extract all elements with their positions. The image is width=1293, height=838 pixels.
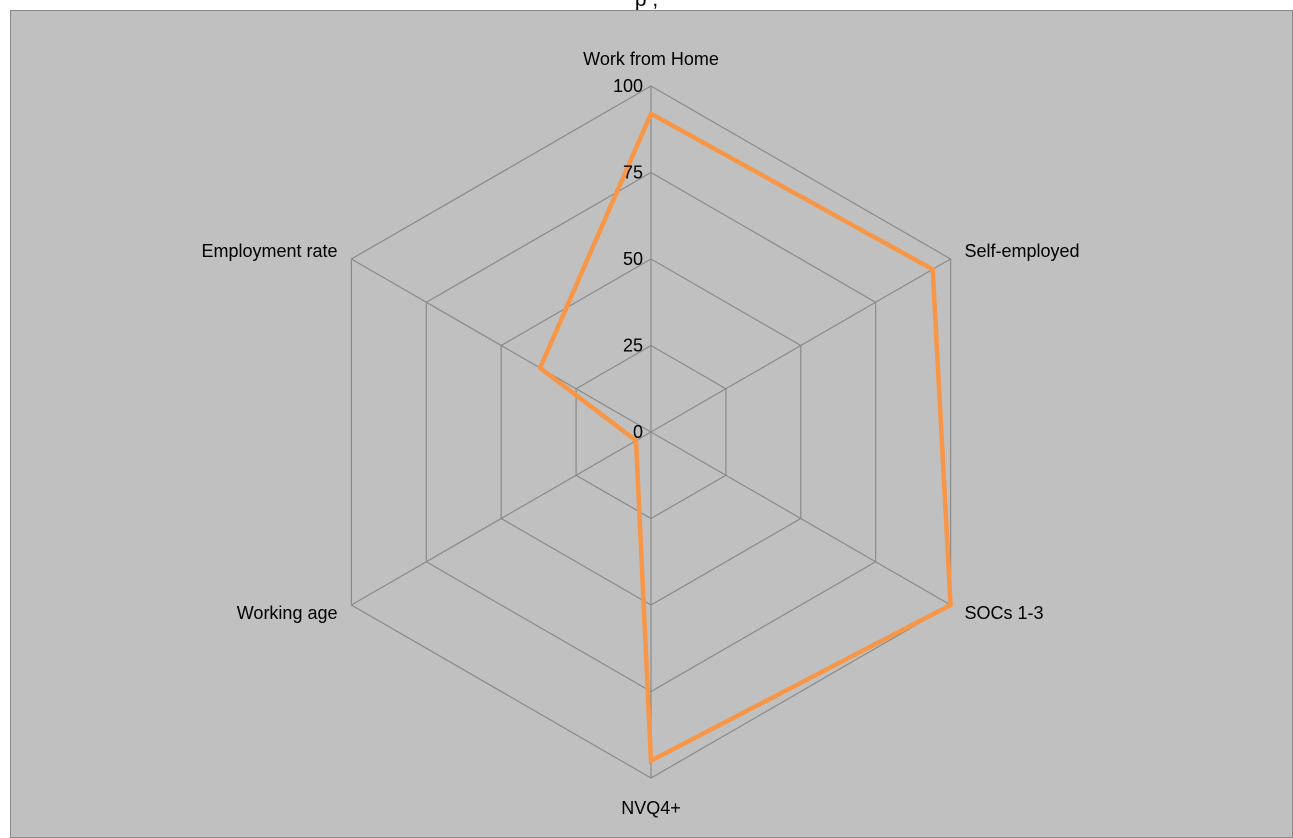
axis-spoke [351,258,652,433]
tick-label: 0 [633,422,643,442]
series-layer [537,110,953,765]
tick-labels: 0 25 50 75 100 [613,76,643,442]
tick-label: 50 [623,249,643,269]
category-label: NVQ4+ [621,798,681,818]
axis-spoke [650,258,951,433]
category-label: SOCs 1-3 [965,603,1044,623]
tick-label: 25 [623,336,643,356]
category-label: Employment rate [201,241,337,261]
category-label: Self-employed [965,241,1080,261]
category-label: Work from Home [583,49,719,69]
category-labels: Work from Home Self-employed SOCs 1-3 NVQ4+… [201,49,1079,818]
tick-label: 100 [613,76,643,96]
axis-spoke [351,431,652,606]
tick-label: 75 [623,163,643,183]
axis-spoke [650,431,951,606]
chart-title: p , [0,0,1293,12]
category-label: Working age [237,603,338,623]
